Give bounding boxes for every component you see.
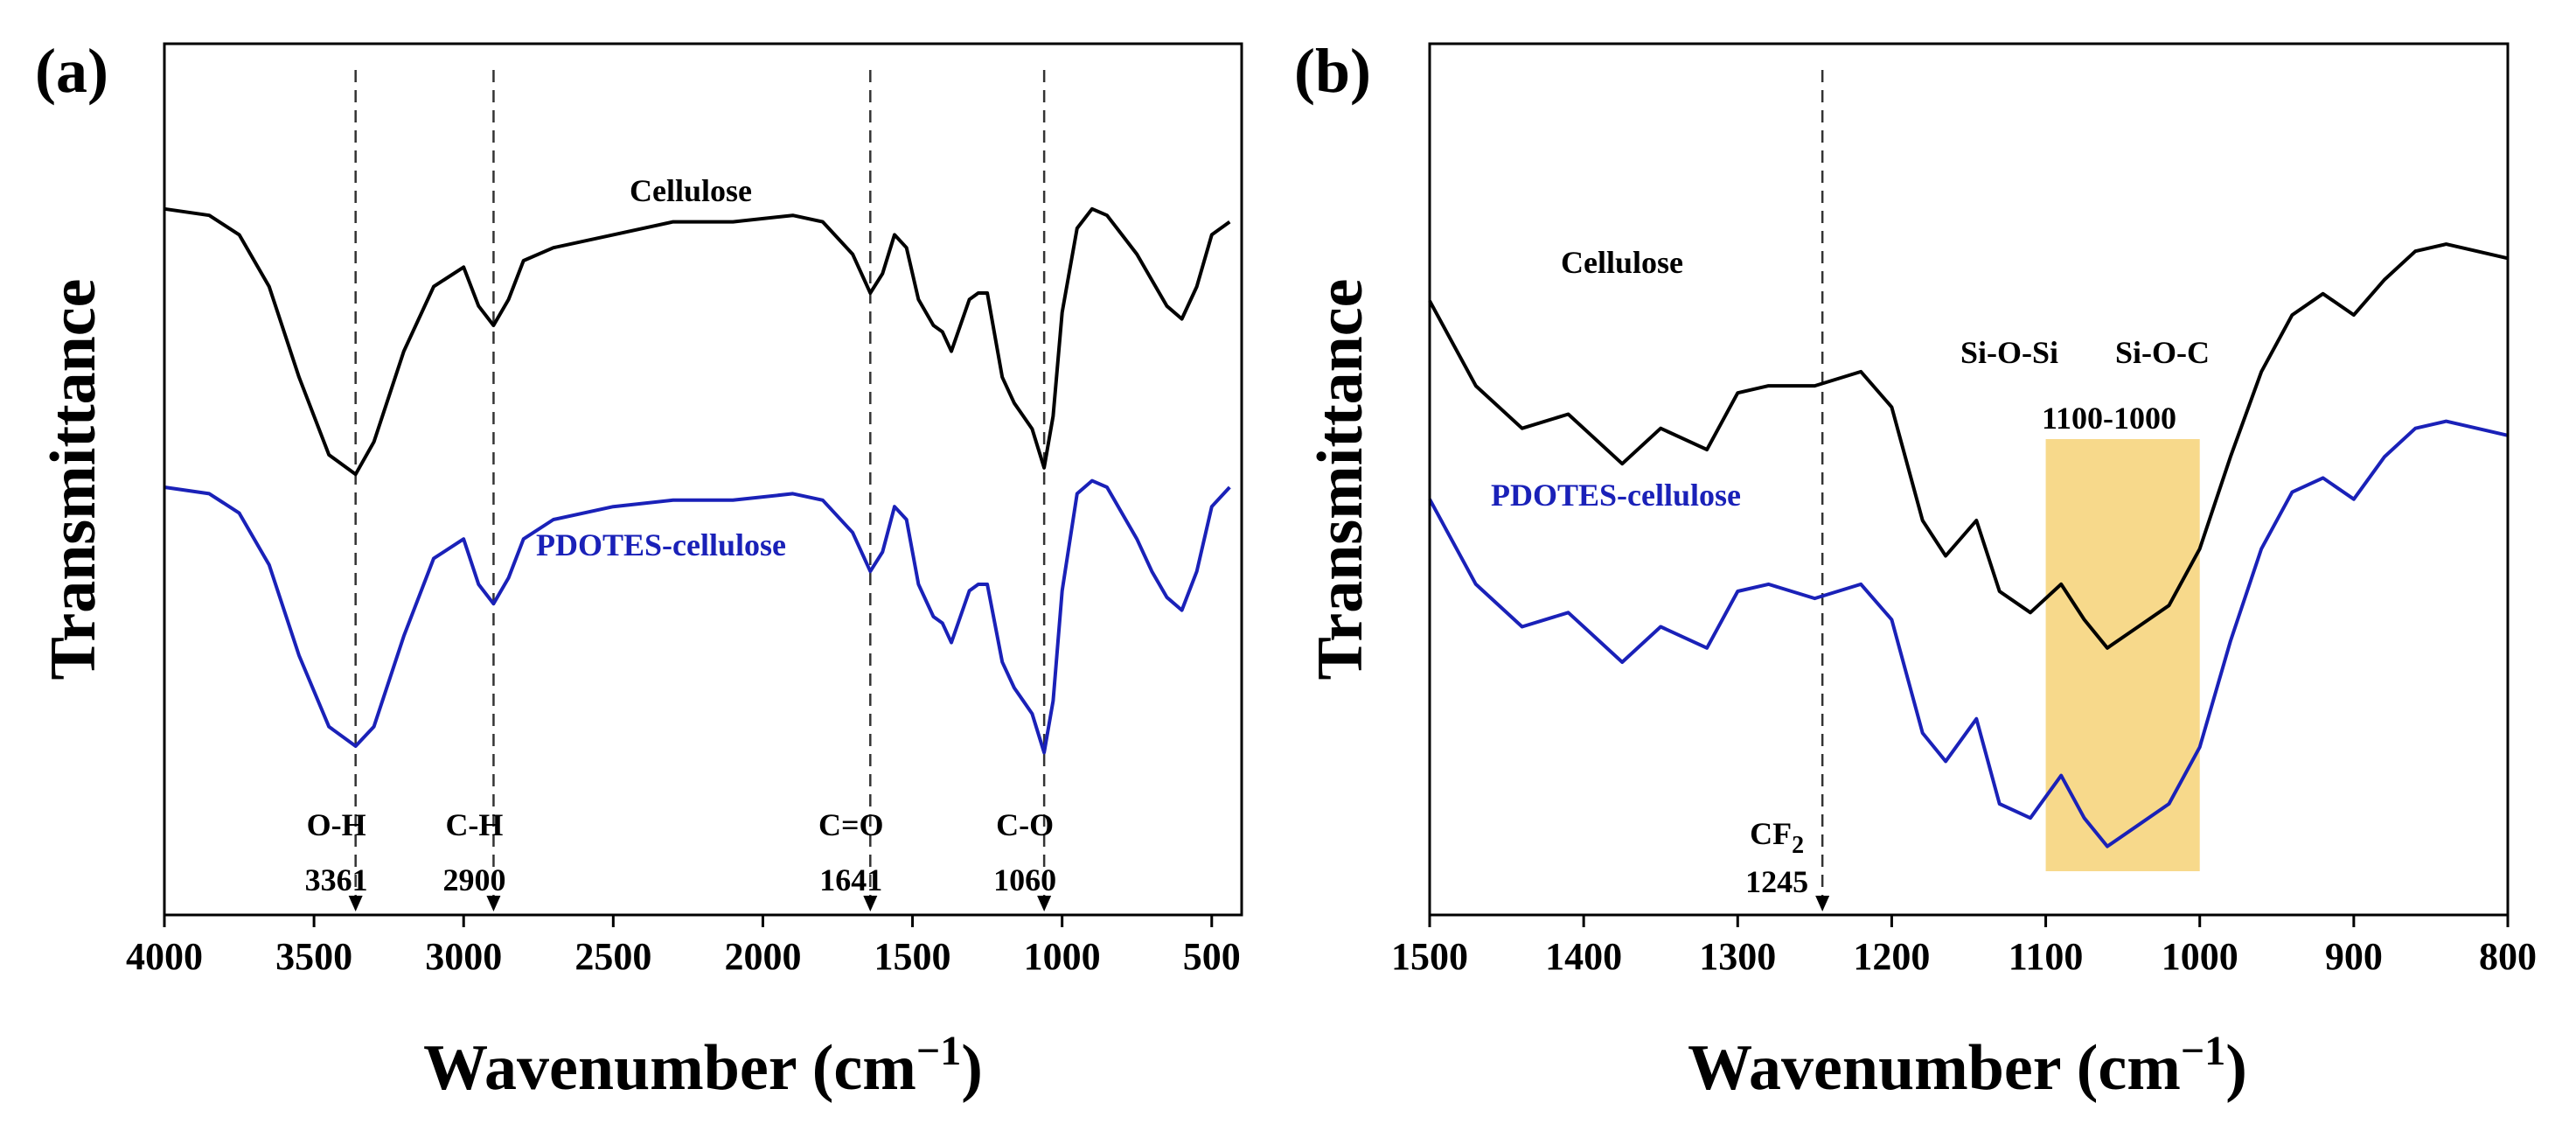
panel-b-label: (b) xyxy=(1294,36,1371,106)
guide-arrow-1060 xyxy=(1037,896,1052,911)
guide-arrow-1245 xyxy=(1815,896,1830,911)
series-label-cellulose-a: Cellulose xyxy=(630,173,752,208)
x-tick-label-900: 900 xyxy=(2325,935,2383,978)
group-label-si-o-si: Si-O-Si xyxy=(1960,335,2058,370)
panel-a-label: (a) xyxy=(35,36,108,106)
x-tick-label-1100: 1100 xyxy=(2009,935,2084,978)
x-tick-label-1000: 1000 xyxy=(1024,935,1101,978)
peak-label-3361: O-H xyxy=(307,807,366,842)
panel-b-xlabel-main: Wavenumber (cm xyxy=(1688,1032,2181,1104)
panel-b: (b) 1500 1400 1300 1200 1100 1000 900 800 CF2 12… xyxy=(1294,36,2537,1104)
peak-value-1641: 1641 xyxy=(819,862,882,897)
peak-value-3361: 3361 xyxy=(305,862,368,897)
highlight-band xyxy=(2045,439,2200,871)
panel-a-ylabel: Transmittance xyxy=(38,279,109,681)
panel-b-xlabel-close: ) xyxy=(2225,1032,2247,1104)
panel-a-xlabel-close: ) xyxy=(961,1032,983,1104)
guide-arrow-3361 xyxy=(348,896,363,911)
series-label-pdotes-b: PDOTES-cellulose xyxy=(1491,478,1741,513)
series-line-pdotes-cellulose xyxy=(1428,419,2509,848)
x-tick-label-1200: 1200 xyxy=(1853,935,1930,978)
guide-arrow-1641 xyxy=(863,896,878,911)
guide-arrow-2900 xyxy=(486,896,501,911)
panel-a: (a) 4000 3500 3000 2500 2000 1500 1000 500 O-H 3… xyxy=(35,36,1243,1104)
peak-label-1245: CF2 xyxy=(1750,816,1804,859)
series-label-pdotes-a: PDOTES-cellulose xyxy=(536,527,786,562)
peak-value-1245: 1245 xyxy=(1745,864,1808,899)
x-tick-label-1500: 1500 xyxy=(1391,935,1468,978)
group-label-si-o-c: Si-O-C xyxy=(2115,335,2210,370)
peak-label-1060: C-O xyxy=(996,807,1054,842)
x-tick-label-1000: 1000 xyxy=(2162,935,2238,978)
highlight-range-label: 1100-1000 xyxy=(2042,401,2176,436)
x-tick-label-3000: 3000 xyxy=(425,935,502,978)
x-tick-label-1400: 1400 xyxy=(1545,935,1622,978)
panel-a-xlabel-sup: −1 xyxy=(916,1028,961,1074)
series-line-cellulose xyxy=(1428,242,2509,650)
panel-a-plot-frame xyxy=(163,42,1243,917)
x-tick-label-500: 500 xyxy=(1183,935,1241,978)
x-tick-label-1300: 1300 xyxy=(1699,935,1776,978)
panel-b-xlabel: Wavenumber (cm−1) xyxy=(1688,1028,2247,1104)
panel-b-plot-frame xyxy=(1428,42,2510,917)
x-tick-label-3500: 3500 xyxy=(275,935,352,978)
panel-a-xlabel: Wavenumber (cm−1) xyxy=(423,1028,983,1104)
panel-b-xlabel-sup: −1 xyxy=(2181,1028,2225,1074)
panel-a-xlabel-main: Wavenumber (cm xyxy=(423,1032,916,1104)
series-label-cellulose-b: Cellulose xyxy=(1561,245,1683,280)
x-tick-label-2000: 2000 xyxy=(724,935,801,978)
x-tick-label-2500: 2500 xyxy=(574,935,651,978)
peak-value-2900: 2900 xyxy=(442,862,505,897)
x-tick-label-4000: 4000 xyxy=(126,935,203,978)
peak-value-1060: 1060 xyxy=(993,862,1056,897)
x-tick-label-1500: 1500 xyxy=(874,935,951,978)
panel-b-ylabel: Transmittance xyxy=(1305,279,1376,681)
peak-label-1641: C=O xyxy=(818,807,884,842)
series-line-cellulose xyxy=(164,206,1231,477)
peak-label-2900: C-H xyxy=(445,807,503,842)
x-tick-label-800: 800 xyxy=(2479,935,2537,978)
series-line-pdotes-cellulose xyxy=(164,478,1231,755)
